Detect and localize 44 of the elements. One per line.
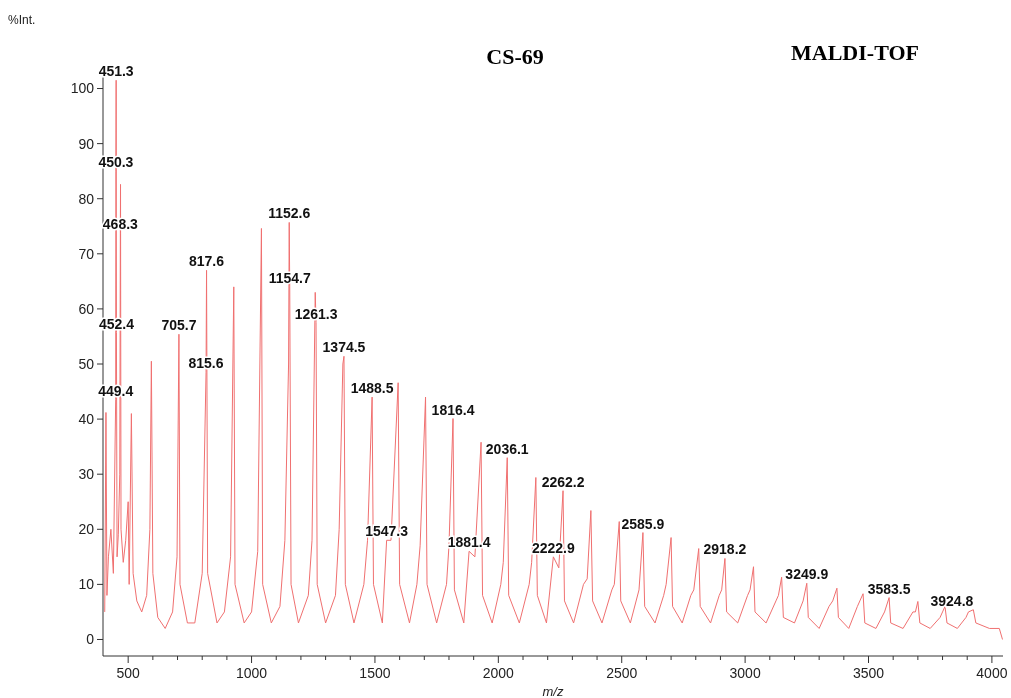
annotation: 815.6: [188, 355, 224, 372]
x-tick-label: 500: [116, 665, 141, 681]
chart-title: CS-69: [486, 44, 544, 69]
annotation: 450.3: [98, 154, 134, 171]
annotation: 451.3: [98, 63, 134, 80]
x-tick-label: 2000: [482, 665, 515, 681]
y-tick-label: 100: [70, 80, 95, 97]
chart-subtitle: MALDI-TOF: [791, 40, 919, 65]
y-tick-label: 80: [78, 190, 95, 207]
annotation: 3249.9: [785, 566, 829, 583]
y-tick-label: 70: [78, 245, 95, 262]
annotation: 2585.9: [621, 515, 665, 532]
y-tick-label: 0: [86, 631, 95, 648]
y-axis-title: %Int.: [8, 13, 36, 27]
x-tick-label: 3000: [729, 665, 761, 681]
annotation: 705.7: [161, 317, 197, 334]
y-tick-label: 10: [78, 576, 95, 593]
annotation: 1881.4: [447, 534, 491, 551]
y-tick-label: 50: [78, 355, 95, 372]
annotation: 1374.5: [322, 339, 366, 356]
annotation: 1547.3: [365, 523, 409, 540]
annotation: 3924.8: [930, 592, 974, 609]
annotation: 1488.5: [350, 380, 394, 397]
x-tick-label: 3500: [852, 665, 885, 681]
annotation: 1152.6: [268, 205, 311, 222]
x-axis-title: m/z: [542, 684, 564, 698]
annotation: 1816.4: [431, 401, 475, 418]
x-tick-label: 1000: [235, 665, 268, 681]
annotation: 2262.2: [541, 473, 585, 490]
x-tick-label: 4000: [976, 665, 1008, 681]
y-tick-label: 30: [78, 466, 95, 483]
annotation: 817.6: [189, 253, 225, 270]
annotation: 2918.2: [703, 541, 747, 558]
annotation: 2036.1: [485, 440, 529, 457]
y-tick-label: 40: [78, 410, 95, 427]
x-tick-label: 2500: [606, 665, 638, 681]
annotation: 1261.3: [294, 305, 338, 322]
y-tick-label: 90: [78, 135, 95, 152]
annotation: 1154.7: [268, 269, 311, 286]
y-tick-label: 20: [78, 521, 95, 538]
x-tick-label: 1500: [359, 665, 391, 681]
y-tick-label: 60: [78, 300, 95, 317]
annotation: 3583.5: [867, 580, 911, 597]
annotation: 2222.9: [531, 539, 575, 556]
